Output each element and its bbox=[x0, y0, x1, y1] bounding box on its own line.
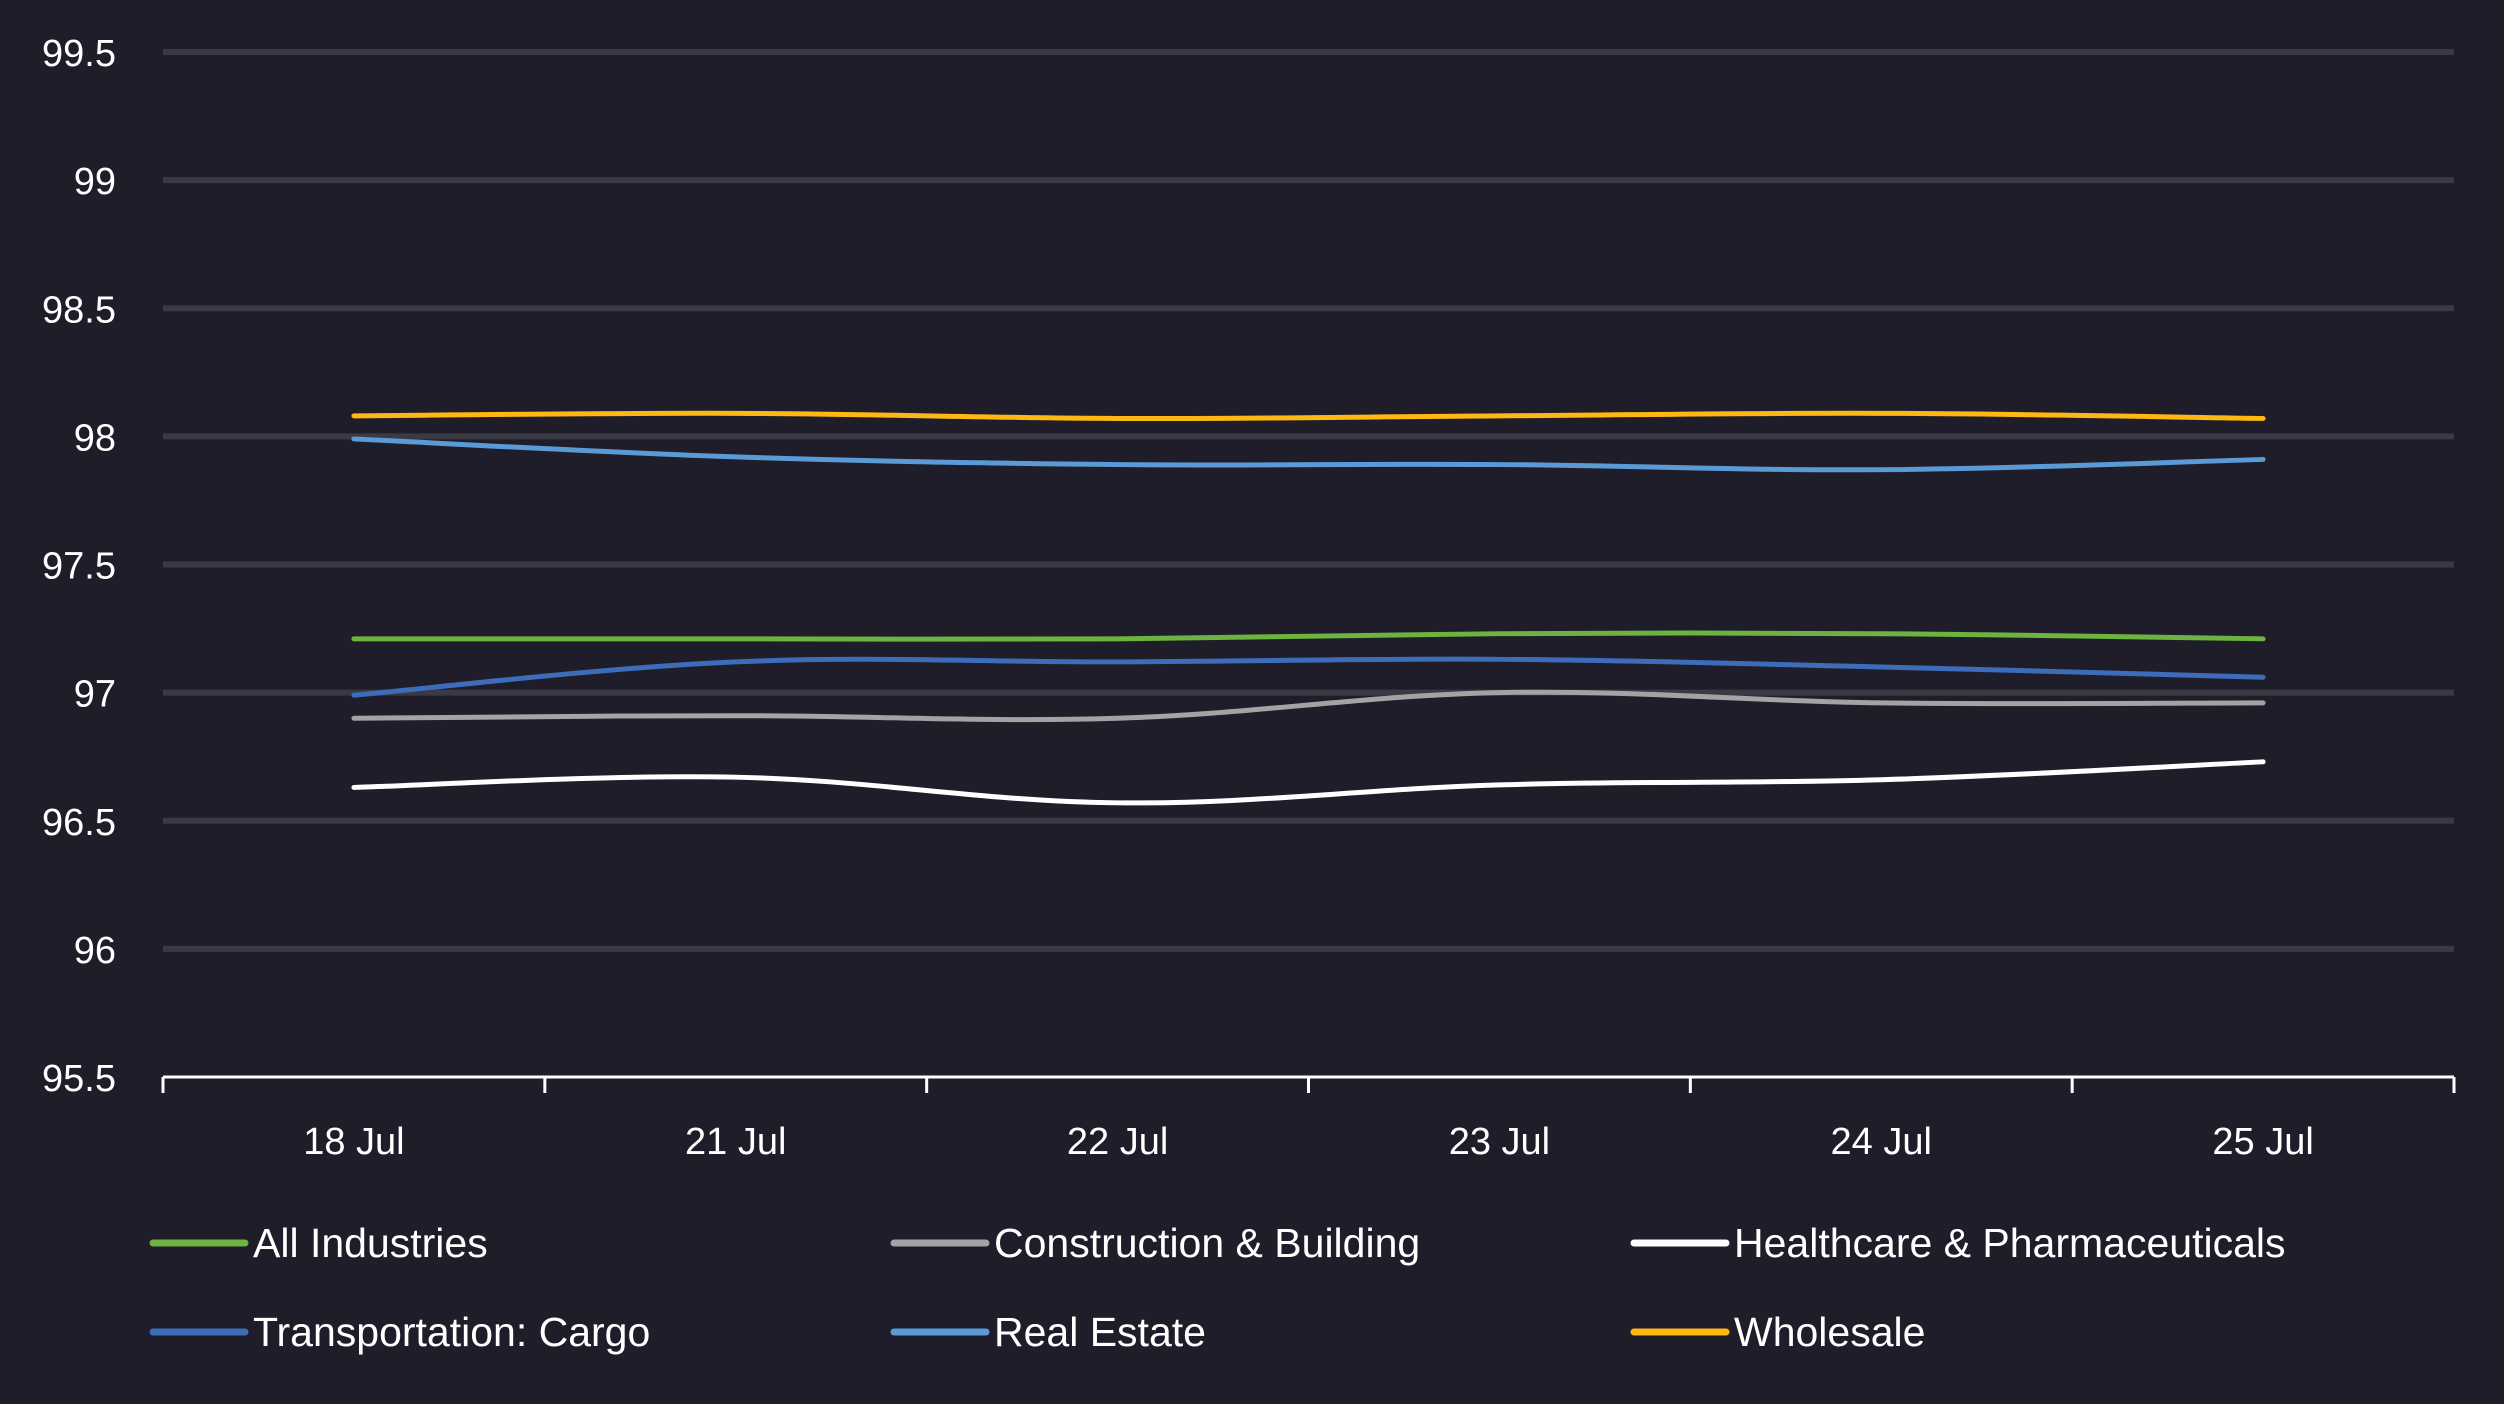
y-tick-label: 98 bbox=[74, 417, 116, 459]
series-line-all-industries bbox=[351, 630, 2266, 642]
legend-item-transportation-cargo: Transportation: Cargo bbox=[149, 1309, 650, 1355]
y-tick-label: 98.5 bbox=[42, 289, 116, 331]
x-tick-label: 18 Jul bbox=[303, 1121, 404, 1163]
x-tick-label: 23 Jul bbox=[1449, 1121, 1550, 1163]
legend-item-wholesale: Wholesale bbox=[1630, 1309, 1925, 1355]
y-tick-label: 97.5 bbox=[42, 546, 116, 588]
series-line-real-estate bbox=[351, 436, 2266, 473]
y-tick-label: 96 bbox=[74, 930, 116, 972]
y-tick-label: 99.5 bbox=[42, 33, 116, 75]
x-tick-label: 24 Jul bbox=[1831, 1121, 1932, 1163]
legend: All Industries Construction & Building Hea… bbox=[149, 1220, 2285, 1355]
legend-label: Healthcare & Pharmaceuticals bbox=[1734, 1220, 2285, 1266]
series-line-transportation-cargo bbox=[351, 656, 2266, 698]
y-axis-tick-labels: 95.5 96 96.5 97 97.5 98 98.5 99 99.5 bbox=[42, 33, 116, 1100]
x-tick-label: 25 Jul bbox=[2212, 1121, 2313, 1163]
y-tick-label: 99 bbox=[74, 161, 116, 203]
legend-label: Real Estate bbox=[994, 1309, 1206, 1355]
y-tick-label: 96.5 bbox=[42, 802, 116, 844]
legend-label: All Industries bbox=[253, 1220, 488, 1266]
y-tick-label: 97 bbox=[74, 674, 116, 716]
y-tick-label: 95.5 bbox=[42, 1058, 116, 1100]
series-line-healthcare-pharmaceuticals bbox=[351, 759, 2266, 806]
legend-item-real-estate: Real Estate bbox=[890, 1309, 1206, 1355]
x-tick-label: 21 Jul bbox=[685, 1121, 786, 1163]
x-axis: 18 Jul 21 Jul 22 Jul 23 Jul 24 Jul 25 Jul bbox=[161, 1075, 2456, 1163]
x-tick-label: 22 Jul bbox=[1067, 1121, 1168, 1163]
series-line-construction-building bbox=[351, 689, 2266, 723]
legend-label: Construction & Building bbox=[994, 1220, 1420, 1266]
gridlines bbox=[163, 49, 2454, 952]
series-line-wholesale bbox=[351, 410, 2266, 422]
legend-item-all-industries: All Industries bbox=[149, 1220, 488, 1266]
legend-label: Wholesale bbox=[1734, 1309, 1925, 1355]
legend-item-construction-building: Construction & Building bbox=[890, 1220, 1420, 1266]
series-lines bbox=[351, 410, 2266, 806]
legend-label: Transportation: Cargo bbox=[253, 1309, 650, 1355]
legend-item-healthcare-pharmaceuticals: Healthcare & Pharmaceuticals bbox=[1630, 1220, 2285, 1266]
